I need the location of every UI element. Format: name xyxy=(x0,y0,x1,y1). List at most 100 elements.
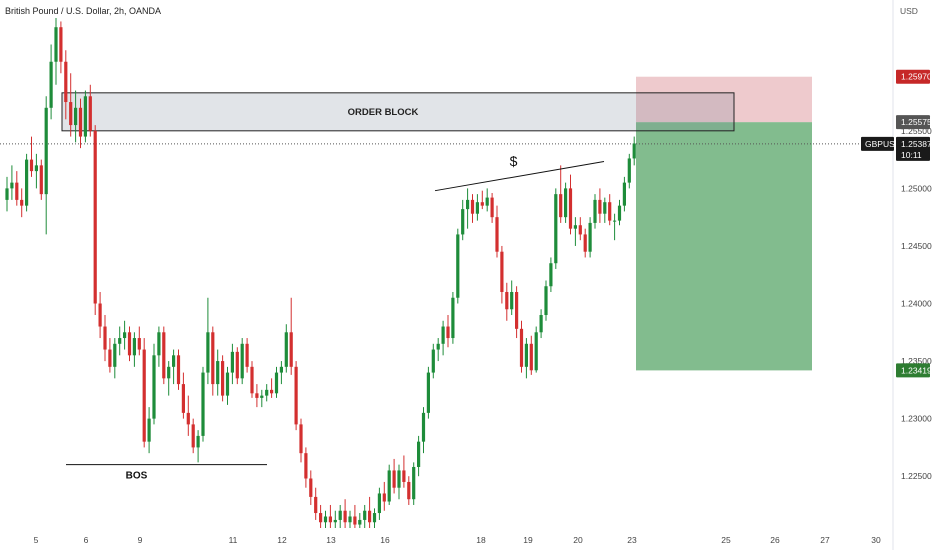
candle[interactable] xyxy=(534,326,538,373)
candle[interactable] xyxy=(372,508,377,528)
candle[interactable] xyxy=(368,496,372,528)
candle[interactable] xyxy=(613,213,617,241)
candle[interactable] xyxy=(495,205,499,258)
candle[interactable] xyxy=(568,174,573,235)
candle[interactable] xyxy=(343,499,347,528)
candle[interactable] xyxy=(387,464,391,505)
candle[interactable] xyxy=(191,418,195,454)
candle[interactable] xyxy=(289,297,293,375)
candle[interactable] xyxy=(470,194,475,223)
candle[interactable] xyxy=(377,487,381,520)
candle[interactable] xyxy=(588,217,592,258)
candle[interactable] xyxy=(490,192,494,223)
candle[interactable] xyxy=(319,504,323,528)
candle[interactable] xyxy=(196,430,200,463)
candle[interactable] xyxy=(539,309,543,339)
candle[interactable] xyxy=(29,136,34,177)
take-profit-zone[interactable] xyxy=(636,122,812,371)
candle[interactable] xyxy=(446,315,450,348)
candle[interactable] xyxy=(186,395,190,436)
candle[interactable] xyxy=(142,338,146,448)
candle[interactable] xyxy=(461,199,465,241)
candle[interactable] xyxy=(78,98,83,149)
candle[interactable] xyxy=(172,349,176,385)
candle[interactable] xyxy=(157,326,161,367)
candle[interactable] xyxy=(235,347,239,385)
candle[interactable] xyxy=(627,153,631,189)
candle[interactable] xyxy=(622,176,626,212)
candle[interactable] xyxy=(436,338,440,362)
candle[interactable] xyxy=(299,418,303,463)
candle[interactable] xyxy=(363,504,367,528)
candle[interactable] xyxy=(162,326,166,385)
candle[interactable] xyxy=(240,338,244,385)
candle[interactable] xyxy=(441,320,445,356)
candle[interactable] xyxy=(397,464,401,500)
order-block-rectangle[interactable] xyxy=(61,92,735,132)
candle[interactable] xyxy=(475,194,479,221)
candle[interactable] xyxy=(83,90,87,143)
candle[interactable] xyxy=(431,343,435,379)
candle[interactable] xyxy=(338,504,342,528)
candle[interactable] xyxy=(206,297,210,385)
candle[interactable] xyxy=(216,349,220,396)
candle[interactable] xyxy=(103,315,107,362)
candle[interactable] xyxy=(632,136,636,166)
candle[interactable] xyxy=(510,280,514,316)
candle[interactable] xyxy=(608,194,612,226)
candle[interactable] xyxy=(113,338,117,379)
candle[interactable] xyxy=(25,153,29,212)
candle[interactable] xyxy=(578,217,582,241)
candle[interactable] xyxy=(108,338,112,373)
current-price-tag[interactable]: 1.25387 10:11 xyxy=(896,136,932,161)
candle[interactable] xyxy=(505,282,509,321)
candle[interactable] xyxy=(426,366,430,419)
candle[interactable] xyxy=(524,338,528,379)
candle[interactable] xyxy=(270,378,274,398)
candle[interactable] xyxy=(201,366,205,442)
candle[interactable] xyxy=(88,84,92,137)
candle[interactable] xyxy=(456,228,460,304)
candle[interactable] xyxy=(54,18,58,85)
candle[interactable] xyxy=(402,455,406,488)
candle[interactable] xyxy=(245,338,249,373)
candle[interactable] xyxy=(118,326,122,356)
candle[interactable] xyxy=(617,199,622,226)
candle[interactable] xyxy=(407,476,411,505)
candle[interactable] xyxy=(49,44,53,120)
candle[interactable] xyxy=(382,481,386,511)
candle[interactable] xyxy=(123,320,127,350)
candle[interactable] xyxy=(211,326,215,396)
candle[interactable] xyxy=(480,190,484,210)
candle[interactable] xyxy=(230,343,234,385)
candle[interactable] xyxy=(20,188,24,218)
candle[interactable] xyxy=(5,176,9,212)
stop-loss-zone[interactable] xyxy=(636,76,812,123)
candle[interactable] xyxy=(10,165,14,200)
candle[interactable] xyxy=(265,384,269,402)
candle[interactable] xyxy=(59,21,63,74)
candle[interactable] xyxy=(412,462,416,505)
candle[interactable] xyxy=(167,361,171,396)
candle[interactable] xyxy=(583,228,587,258)
candle[interactable] xyxy=(451,291,455,344)
candle[interactable] xyxy=(421,407,426,454)
candle[interactable] xyxy=(544,280,548,321)
candle[interactable] xyxy=(34,153,38,189)
candle[interactable] xyxy=(15,171,19,206)
candle[interactable] xyxy=(152,343,156,425)
candle[interactable] xyxy=(358,513,362,528)
candle[interactable] xyxy=(353,504,357,528)
candle[interactable] xyxy=(69,73,73,137)
candle[interactable] xyxy=(554,188,558,269)
candle[interactable] xyxy=(485,188,489,212)
candle[interactable] xyxy=(279,361,283,385)
candle[interactable] xyxy=(323,510,328,528)
candle[interactable] xyxy=(181,372,185,419)
candle[interactable] xyxy=(500,245,504,304)
candle[interactable] xyxy=(515,286,519,339)
candle[interactable] xyxy=(593,194,597,229)
candle[interactable] xyxy=(132,332,136,367)
candle[interactable] xyxy=(348,510,352,528)
candle[interactable] xyxy=(93,125,97,316)
